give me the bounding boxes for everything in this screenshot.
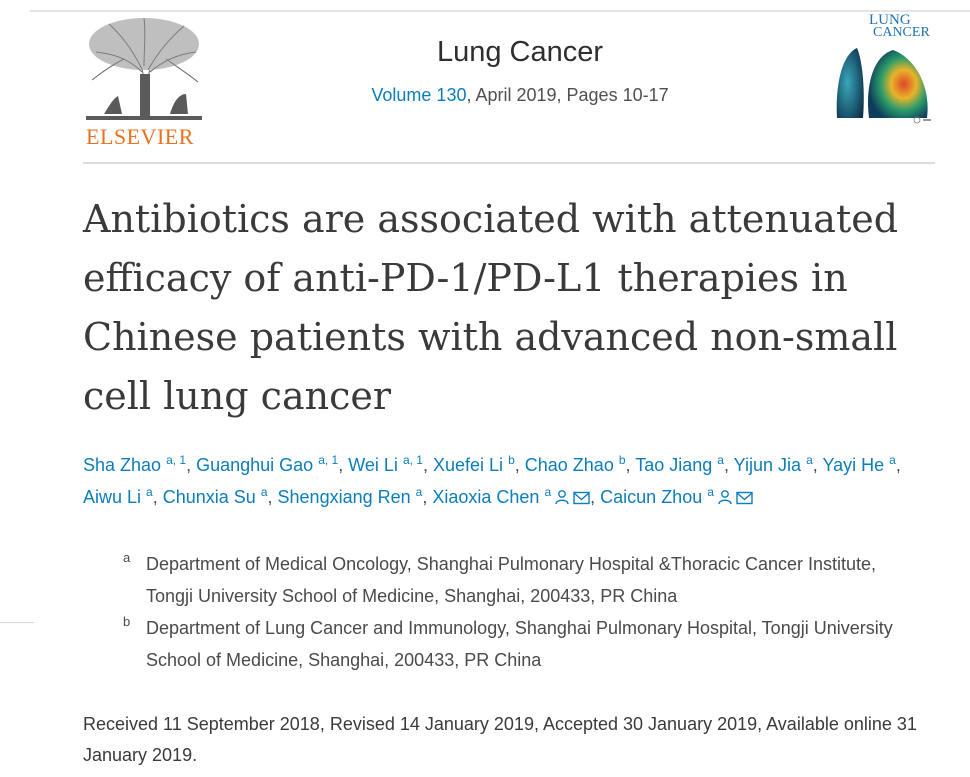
envelope-icon[interactable]: [573, 491, 590, 505]
author-name: Sha Zhao: [83, 455, 162, 475]
person-icon[interactable]: [717, 489, 733, 505]
author-affil-marks: a: [717, 453, 724, 467]
author-name: Aiwu Li: [83, 487, 142, 507]
issue-details: , April 2019, Pages 10-17: [466, 85, 669, 105]
author-link[interactable]: Xiaoxia Chen a: [432, 485, 590, 507]
top-border: [30, 10, 970, 12]
author-affil-marks: a, 1: [166, 453, 187, 467]
author-affil-marks: a: [260, 485, 268, 499]
author-name: Xuefei Li: [432, 455, 504, 475]
author-affil-marks: a: [544, 485, 552, 499]
author-link[interactable]: Yijun Jia a: [733, 453, 813, 475]
author-link[interactable]: Chao Zhao b: [524, 453, 626, 475]
author-name: Chao Zhao: [524, 455, 614, 475]
author-link[interactable]: Aiwu Li a: [83, 485, 153, 507]
author-affil-marks: a: [415, 485, 423, 499]
author-list: Sha Zhao a, 1, Guanghui Gao a, 1, Wei Li…: [83, 453, 901, 507]
author-link[interactable]: Caicun Zhou a: [600, 485, 753, 507]
cover-title-line1: LUNG: [869, 12, 911, 28]
elsevier-logo[interactable]: ELSEVIER: [84, 14, 204, 149]
affiliation-mark: a: [123, 550, 131, 565]
author-affil-marks: b: [508, 453, 515, 467]
author-link[interactable]: Yayi He a: [822, 453, 896, 475]
author-name: Tao Jiang: [635, 455, 713, 475]
affiliation-list: a Department of Medical Oncology, Shangh…: [123, 548, 923, 676]
affiliation-text: Department of Lung Cancer and Immunology…: [146, 618, 893, 670]
author-affil-marks: a: [806, 453, 813, 467]
lung-image-icon: [835, 42, 935, 124]
article-history-dates: Received 11 September 2018, Revised 14 J…: [83, 714, 917, 765]
author-name: Xiaoxia Chen: [432, 487, 540, 507]
author-name: Caicun Zhou: [600, 487, 703, 507]
volume-link[interactable]: Volume 130: [371, 85, 467, 105]
affiliation-item: a Department of Medical Oncology, Shangh…: [123, 548, 923, 612]
author-name: Chunxia Su: [162, 487, 256, 507]
author-affil-marks: a, 1: [402, 453, 423, 467]
author-link[interactable]: Tao Jiang a: [635, 453, 724, 475]
journal-issue-info: Volume 130, April 2019, Pages 10-17: [0, 85, 970, 106]
person-icon[interactable]: [554, 489, 570, 505]
affiliation-mark: b: [123, 614, 131, 629]
side-rule: [0, 622, 34, 623]
author-link[interactable]: Chunxia Su a: [162, 485, 268, 507]
elsevier-tree-icon: [86, 17, 202, 120]
author-link[interactable]: Shengxiang Ren a: [277, 485, 423, 507]
author-link[interactable]: Xuefei Li b: [432, 453, 515, 475]
author-link[interactable]: Wei Li a, 1: [348, 453, 423, 475]
author-affil-marks: a: [146, 485, 153, 499]
cover-title-line2: CANCER: [873, 25, 930, 40]
author-affil-marks: b: [618, 453, 626, 467]
journal-cover-thumbnail[interactable]: LUNG CANCER: [835, 12, 935, 124]
author-affil-marks: a: [889, 453, 896, 467]
affiliation-item: b Department of Lung Cancer and Immunolo…: [123, 612, 923, 676]
publisher-wordmark: ELSEVIER: [86, 124, 194, 149]
header-divider: [83, 162, 935, 164]
author-link[interactable]: Sha Zhao a, 1: [83, 453, 187, 475]
author-affil-marks: a: [707, 485, 714, 499]
author-name: Guanghui Gao: [196, 455, 314, 475]
author-name: Yijun Jia: [733, 455, 802, 475]
author-name: Shengxiang Ren: [277, 487, 411, 507]
author-affil-marks: a, 1: [318, 453, 339, 467]
article-title: Antibiotics are associated with attenuat…: [83, 197, 899, 418]
affiliation-text: Department of Medical Oncology, Shanghai…: [146, 554, 877, 606]
journal-title[interactable]: Lung Cancer: [436, 36, 604, 68]
envelope-icon[interactable]: [736, 491, 753, 505]
author-name: Yayi He: [822, 455, 885, 475]
author-link[interactable]: Guanghui Gao a, 1: [196, 453, 339, 475]
author-name: Wei Li: [348, 455, 398, 475]
